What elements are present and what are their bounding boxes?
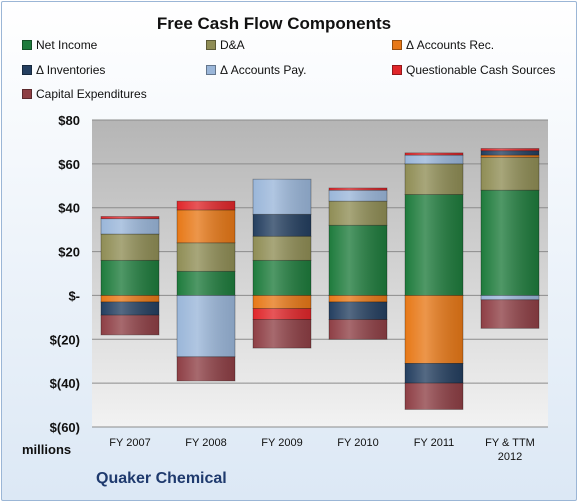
x-tick-label: FY 2007 (109, 437, 150, 449)
bar-highlight (177, 242, 235, 272)
legend-item: Capital Expenditures (22, 87, 147, 101)
bar-highlight (405, 155, 463, 164)
bar-highlight (481, 150, 539, 156)
legend-item: Questionable Cash Sources (392, 63, 555, 77)
bar-highlight (329, 295, 387, 303)
legend-item: Δ Accounts Pay. (206, 63, 307, 77)
legend-label: D&A (220, 38, 245, 52)
bar-highlight (405, 363, 463, 384)
bar-highlight (405, 383, 463, 410)
y-tick-label: $80 (58, 113, 80, 128)
x-tick-label: FY 2008 (185, 437, 226, 449)
y-tick-label: $60 (58, 157, 80, 172)
legend-swatch (22, 89, 32, 99)
bar-highlight (329, 225, 387, 296)
bar-highlight (253, 319, 311, 349)
bar-highlight (405, 163, 463, 195)
y-tick-label: $- (68, 288, 80, 303)
x-tick-label: FY 2010 (337, 437, 378, 449)
bar-highlight (253, 214, 311, 237)
bar-highlight (481, 155, 539, 158)
legend-label: Capital Expenditures (36, 87, 147, 101)
legend-item: D&A (206, 38, 245, 52)
y-tick-label: $20 (58, 245, 80, 260)
bar-highlight (101, 234, 159, 261)
legend-item: Δ Accounts Rec. (392, 38, 494, 52)
legend-label: Δ Accounts Rec. (406, 38, 495, 52)
bar-highlight (177, 271, 235, 296)
legend-swatch (392, 65, 402, 75)
bar-highlight (177, 356, 235, 381)
bar-highlight (405, 295, 463, 364)
legend-swatch (206, 40, 216, 50)
x-tick-label: FY 2009 (261, 437, 302, 449)
legend-label: Δ Accounts Pay. (220, 63, 307, 77)
bar-highlight (481, 295, 539, 300)
bar-highlight (253, 295, 311, 309)
bar-highlight (329, 187, 387, 191)
company-name: Quaker Chemical (96, 470, 227, 487)
bar-highlight (329, 302, 387, 320)
chart-title: Free Cash Flow Components (156, 14, 392, 33)
bar-highlight (329, 201, 387, 226)
bar-highlight (481, 299, 539, 329)
y-tick-label: $(20) (50, 332, 80, 347)
bar-highlight (481, 190, 539, 296)
legend-swatch (22, 40, 32, 50)
x-tick-label: FY & TTM 2012 (485, 437, 535, 463)
bar-highlight (177, 209, 235, 243)
bar-highlight (253, 260, 311, 296)
bar-highlight (253, 236, 311, 261)
bar-highlight (329, 190, 387, 202)
bar-highlight (329, 319, 387, 340)
legend-swatch (392, 40, 402, 50)
legend-swatch (206, 65, 216, 75)
plot-area (92, 120, 548, 427)
bar-highlight (481, 148, 539, 151)
y-tick-label: $(60) (50, 420, 80, 435)
bar-highlight (101, 302, 159, 316)
legend-label: Questionable Cash Sources (406, 63, 556, 77)
legend-label: Net Income (36, 38, 98, 52)
legend-swatch (22, 65, 32, 75)
bar-highlight (101, 218, 159, 235)
legend-label: Δ Inventories (36, 63, 106, 77)
unit-label: millions (22, 442, 72, 457)
legend-item: Net Income (22, 38, 97, 52)
y-tick-label: $(40) (50, 376, 80, 391)
bar-highlight (177, 201, 235, 210)
bar-highlight (101, 260, 159, 296)
bar-highlight (253, 308, 311, 320)
bar-highlight (101, 295, 159, 303)
x-tick-label: FY 2011 (414, 437, 455, 449)
bar-highlight (177, 295, 235, 357)
bar-highlight (405, 194, 463, 296)
bar-highlight (253, 179, 311, 215)
bar-highlight (101, 315, 159, 335)
bar-highlight (481, 157, 539, 191)
y-tick-label: $40 (58, 201, 80, 216)
bar-highlight (405, 152, 463, 156)
legend-item: Δ Inventories (22, 63, 105, 77)
bar-highlight (101, 216, 159, 219)
